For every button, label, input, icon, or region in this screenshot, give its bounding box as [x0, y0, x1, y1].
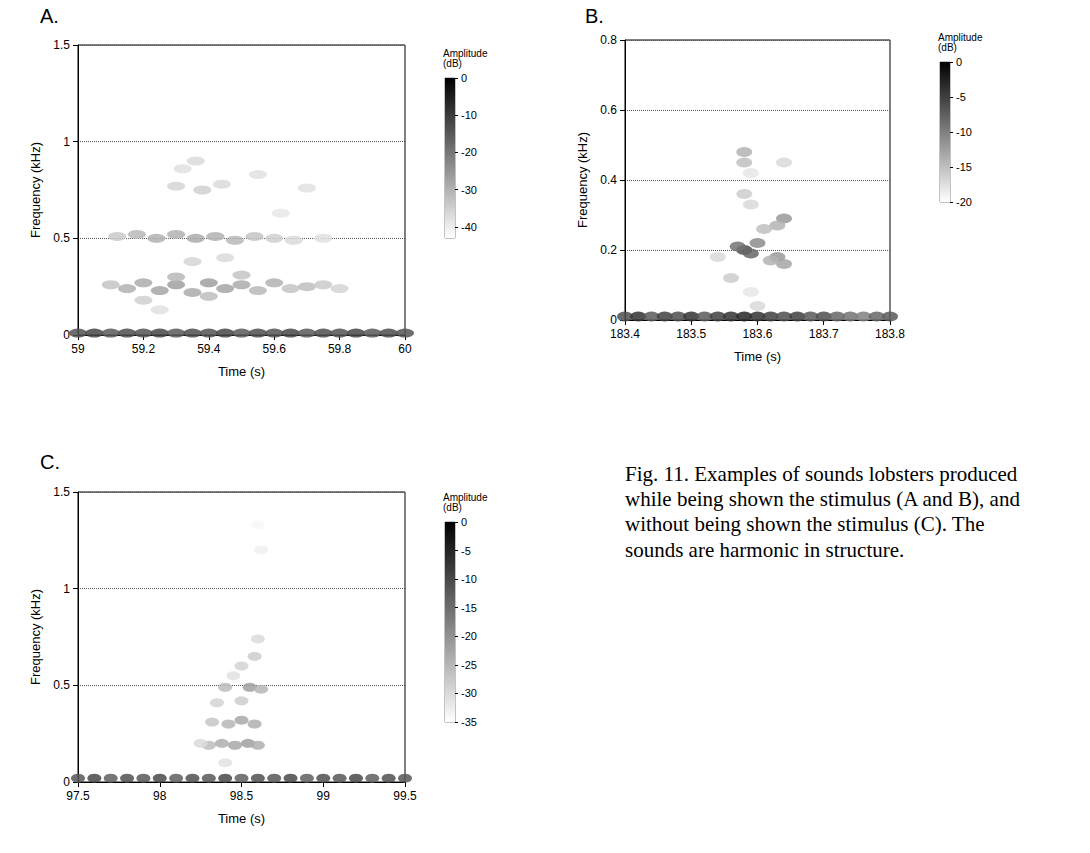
- svg-text:0: 0: [63, 775, 70, 789]
- svg-text:99: 99: [317, 789, 331, 803]
- svg-text:Amplitude: Amplitude: [938, 31, 983, 43]
- svg-text:183.7: 183.7: [809, 327, 839, 341]
- svg-text:(dB): (dB): [938, 42, 957, 53]
- svg-text:-20: -20: [461, 146, 477, 158]
- svg-text:-5: -5: [461, 545, 471, 557]
- svg-text:-15: -15: [956, 161, 972, 173]
- svg-text:0.5: 0.5: [53, 678, 70, 692]
- svg-text:Time (s): Time (s): [218, 364, 265, 379]
- svg-text:60: 60: [398, 342, 412, 356]
- svg-text:-40: -40: [461, 221, 477, 233]
- svg-text:1: 1: [63, 135, 70, 149]
- svg-text:-30: -30: [461, 184, 477, 196]
- svg-text:183.8: 183.8: [875, 327, 905, 341]
- svg-text:1.5: 1.5: [53, 485, 70, 499]
- svg-text:C.: C.: [40, 451, 60, 473]
- svg-text:98: 98: [153, 789, 167, 803]
- svg-text:-25: -25: [461, 659, 477, 671]
- svg-text:Time (s): Time (s): [218, 811, 265, 826]
- svg-text:0.2: 0.2: [600, 243, 617, 257]
- svg-text:-35: -35: [461, 716, 477, 728]
- svg-text:59: 59: [71, 342, 85, 356]
- svg-text:Time (s): Time (s): [734, 349, 781, 364]
- svg-text:(dB): (dB): [443, 502, 462, 513]
- svg-text:59.8: 59.8: [328, 342, 352, 356]
- svg-text:Amplitude: Amplitude: [443, 47, 488, 59]
- svg-text:A.: A.: [40, 5, 59, 27]
- svg-text:-10: -10: [461, 109, 477, 121]
- svg-text:B.: B.: [585, 5, 604, 27]
- svg-text:Amplitude: Amplitude: [443, 491, 488, 503]
- svg-text:-15: -15: [461, 602, 477, 614]
- svg-text:-30: -30: [461, 687, 477, 699]
- svg-text:-20: -20: [461, 630, 477, 642]
- svg-text:-10: -10: [461, 573, 477, 585]
- svg-text:-10: -10: [956, 126, 972, 138]
- svg-text:Frequency (kHz): Frequency (kHz): [28, 142, 43, 238]
- svg-text:97.5: 97.5: [66, 789, 90, 803]
- svg-text:0: 0: [461, 516, 467, 528]
- svg-text:0: 0: [63, 328, 70, 342]
- svg-text:99.5: 99.5: [393, 789, 417, 803]
- svg-text:0.6: 0.6: [600, 103, 617, 117]
- svg-text:183.6: 183.6: [742, 327, 772, 341]
- svg-text:59.4: 59.4: [197, 342, 221, 356]
- svg-text:98.5: 98.5: [230, 789, 254, 803]
- svg-text:0: 0: [610, 313, 617, 327]
- svg-text:Frequency (kHz): Frequency (kHz): [28, 589, 43, 685]
- svg-text:-20: -20: [956, 196, 972, 208]
- svg-text:183.4: 183.4: [610, 327, 640, 341]
- svg-text:0.8: 0.8: [600, 33, 617, 47]
- svg-text:(dB): (dB): [443, 58, 462, 69]
- svg-text:-5: -5: [956, 91, 966, 103]
- svg-text:0: 0: [956, 56, 962, 68]
- svg-text:0.4: 0.4: [600, 173, 617, 187]
- svg-text:Frequency (kHz): Frequency (kHz): [575, 132, 590, 228]
- svg-text:183.5: 183.5: [676, 327, 706, 341]
- svg-text:59.2: 59.2: [132, 342, 156, 356]
- html-text:Fig. 11. Examples of sounds lo: Fig. 11. Examples of sounds lobsters pro…: [625, 462, 1020, 562]
- svg-text:59.6: 59.6: [263, 342, 287, 356]
- svg-text:1.5: 1.5: [53, 38, 70, 52]
- svg-text:1: 1: [63, 582, 70, 596]
- svg-text:0.5: 0.5: [53, 231, 70, 245]
- svg-text:0: 0: [461, 72, 467, 84]
